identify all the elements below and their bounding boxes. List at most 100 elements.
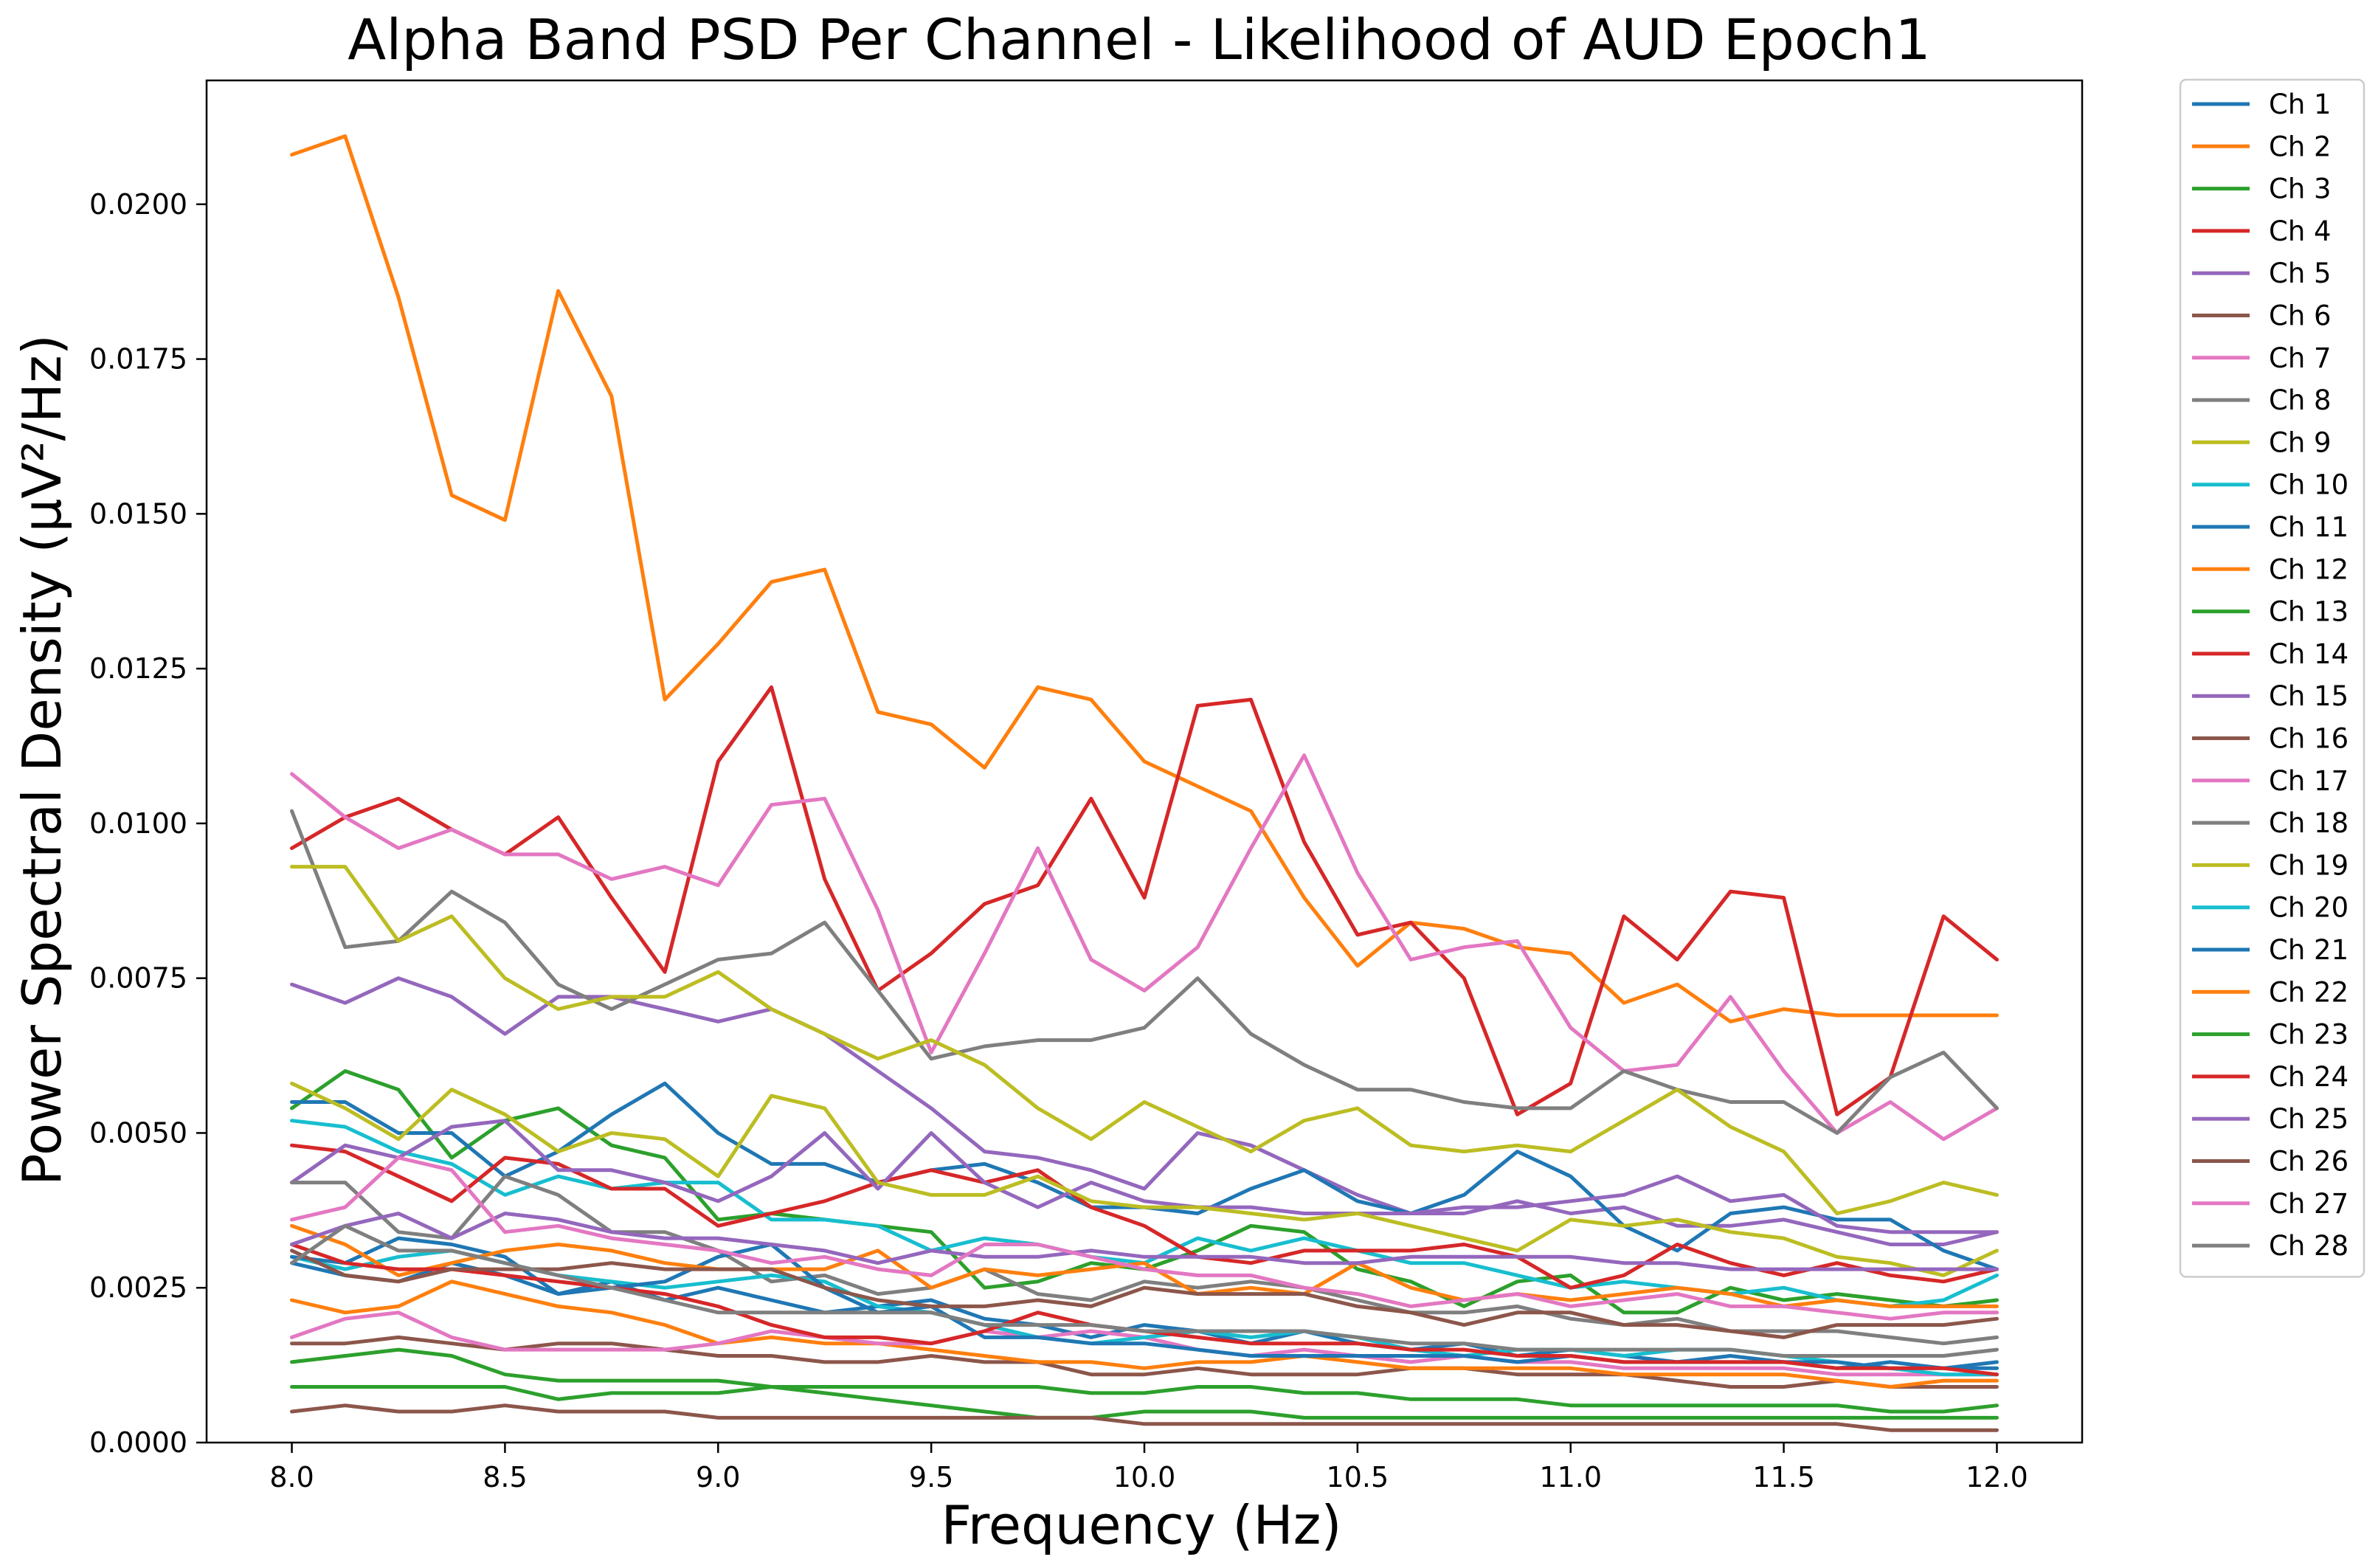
- legend-item-ch-1: Ch 1: [2192, 89, 2332, 120]
- y-axis: 0.0000 0.0025 0.0050 0.0075 0.0100 0.0125 0.01…: [89, 188, 207, 1459]
- x-tick-label: 10.5: [1327, 1461, 1389, 1493]
- legend-item-ch-6: Ch 6: [2192, 300, 2332, 332]
- y-tick-label: 0.0050: [89, 1116, 187, 1149]
- legend-item-ch-12: Ch 12: [2192, 553, 2348, 585]
- legend-item-ch-10: Ch 10: [2192, 469, 2348, 501]
- series-line-ch-1: [290, 1261, 1999, 1370]
- legend-item-ch-5: Ch 5: [2192, 258, 2332, 289]
- legend-label: Ch 27: [2269, 1188, 2348, 1220]
- legend-label: Ch 26: [2269, 1146, 2348, 1178]
- y-tick-label: 0.0200: [89, 188, 187, 221]
- legend-item-ch-14: Ch 14: [2192, 638, 2348, 670]
- series-line-ch-9: [290, 865, 1999, 1215]
- series-line-ch-23: [290, 1347, 1999, 1414]
- series-line-ch-13: [290, 1385, 1999, 1420]
- series-line-ch-8: [290, 809, 1999, 1135]
- series-line-ch-15: [290, 1119, 1999, 1234]
- series-lines: [290, 134, 1999, 1432]
- legend-item-ch-28: Ch 28: [2192, 1230, 2348, 1262]
- legend-label: Ch 12: [2269, 553, 2348, 585]
- y-tick-label: 0.0000: [89, 1426, 187, 1459]
- x-axis: 8.0 8.5 9.0 9.5 10.0 10.5 11.0 11.5 12.0: [269, 1443, 2028, 1493]
- legend-label: Ch 5: [2269, 258, 2332, 289]
- legend-label: Ch 15: [2269, 680, 2348, 712]
- series-line-ch-19: [290, 1081, 1999, 1277]
- x-tick-label: 8.5: [483, 1461, 527, 1493]
- legend-label: Ch 20: [2269, 892, 2348, 924]
- chart-title: Alpha Band PSD Per Channel - Likelihood …: [348, 7, 1930, 72]
- legend-label: Ch 8: [2269, 384, 2332, 416]
- legend-label: Ch 17: [2269, 765, 2348, 797]
- legend-label: Ch 10: [2269, 469, 2348, 501]
- x-tick-label: 11.0: [1539, 1461, 1602, 1493]
- legend-item-ch-19: Ch 19: [2192, 849, 2348, 881]
- y-axis-label: Power Spectral Density (μV²/Hz): [11, 334, 73, 1186]
- legend-label: Ch 23: [2269, 1019, 2348, 1051]
- x-axis-label: Frequency (Hz): [941, 1494, 1342, 1556]
- legend-item-ch-27: Ch 27: [2192, 1188, 2348, 1220]
- y-tick-label: 0.0075: [89, 962, 187, 995]
- y-tick-label: 0.0125: [89, 652, 187, 685]
- x-tick-label: 8.0: [269, 1461, 314, 1493]
- legend-item-ch-17: Ch 17: [2192, 765, 2348, 797]
- y-tick-label: 0.0150: [89, 497, 187, 530]
- legend-label: Ch 28: [2269, 1230, 2348, 1262]
- series-line-ch-4: [290, 685, 1999, 1116]
- series-line-ch-27: [290, 1156, 1999, 1321]
- legend-item-ch-25: Ch 25: [2192, 1103, 2348, 1135]
- legend-item-ch-20: Ch 20: [2192, 892, 2348, 924]
- series-line-ch-18: [290, 1174, 1999, 1346]
- y-tick-label: 0.0175: [89, 343, 187, 376]
- legend-label: Ch 3: [2269, 173, 2332, 205]
- legend-label: Ch 19: [2269, 849, 2348, 881]
- legend-label: Ch 22: [2269, 976, 2348, 1008]
- legend-item-ch-21: Ch 21: [2192, 934, 2348, 966]
- legend-label: Ch 11: [2269, 511, 2348, 543]
- y-tick-label: 0.0100: [89, 807, 187, 840]
- legend-label: Ch 2: [2269, 131, 2332, 162]
- legend-item-ch-11: Ch 11: [2192, 511, 2348, 543]
- legend-item-ch-7: Ch 7: [2192, 342, 2332, 374]
- legend-label: Ch 24: [2269, 1061, 2348, 1093]
- legend-item-ch-22: Ch 22: [2192, 976, 2348, 1008]
- legend-label: Ch 6: [2269, 300, 2332, 332]
- legend-label: Ch 1: [2269, 89, 2332, 120]
- legend-item-ch-16: Ch 16: [2192, 723, 2348, 755]
- x-tick-label: 11.5: [1752, 1461, 1815, 1493]
- series-line-ch-25: [290, 1212, 1999, 1271]
- legend-item-ch-8: Ch 8: [2192, 384, 2332, 416]
- legend-label: Ch 18: [2269, 807, 2348, 839]
- y-tick-label: 0.0025: [89, 1271, 187, 1304]
- series-line-ch-26: [290, 1248, 1999, 1339]
- series-line-ch-14: [290, 1143, 1999, 1290]
- legend-item-ch-15: Ch 15: [2192, 680, 2348, 712]
- legend-box: [2179, 78, 2365, 1278]
- legend-item-ch-18: Ch 18: [2192, 807, 2348, 839]
- legend-label: Ch 13: [2269, 596, 2348, 628]
- legend-item-ch-9: Ch 9: [2192, 426, 2332, 458]
- legend-item-ch-3: Ch 3: [2192, 173, 2332, 205]
- x-tick-label: 10.0: [1113, 1461, 1176, 1493]
- series-line-ch-22: [290, 1223, 1999, 1308]
- x-tick-label: 9.0: [696, 1461, 740, 1493]
- legend-item-ch-2: Ch 2: [2192, 131, 2332, 162]
- series-line-ch-2: [290, 134, 1999, 1023]
- x-tick-label: 9.5: [909, 1461, 953, 1493]
- legend-label: Ch 16: [2269, 723, 2348, 755]
- legend: Ch 1 Ch 2 Ch 3 Ch 4 Ch 5 Ch 6 Ch 7 Ch 8 Ch 9 Ch 1…: [2179, 78, 2365, 1278]
- series-line-ch-12: [290, 1279, 1999, 1389]
- legend-label: Ch 21: [2269, 934, 2348, 966]
- legend-item-ch-26: Ch 26: [2192, 1146, 2348, 1178]
- series-line-ch-6: [290, 1335, 1999, 1389]
- legend-item-ch-24: Ch 24: [2192, 1061, 2348, 1093]
- legend-label: Ch 4: [2269, 215, 2332, 247]
- legend-label: Ch 25: [2269, 1103, 2348, 1135]
- series-line-ch-7: [290, 753, 1999, 1142]
- x-tick-label: 12.0: [1966, 1461, 2028, 1493]
- legend-label: Ch 14: [2269, 638, 2348, 670]
- legend-label: Ch 9: [2269, 426, 2332, 458]
- legend-item-ch-4: Ch 4: [2192, 215, 2332, 247]
- series-line-ch-28: [290, 1223, 1999, 1358]
- legend-item-ch-23: Ch 23: [2192, 1019, 2348, 1051]
